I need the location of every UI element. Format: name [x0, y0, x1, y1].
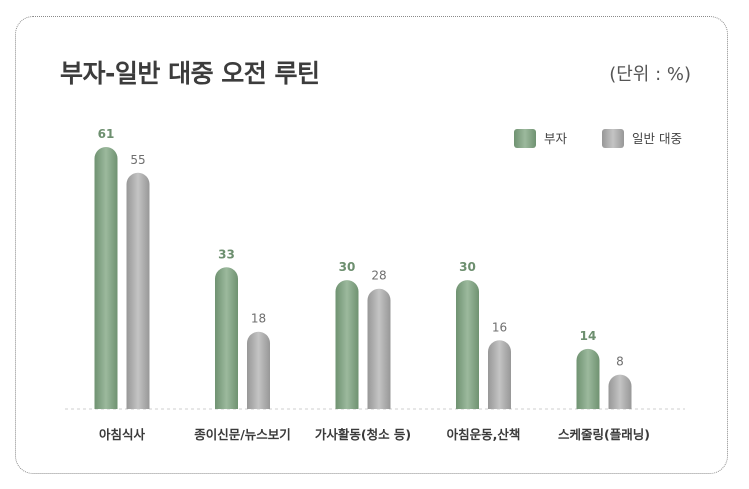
- category-label: 아침식사: [99, 427, 146, 442]
- unit-label: (단위 : %): [609, 64, 691, 85]
- value-label-rich-4: 14: [580, 329, 597, 343]
- bar-rich-2: [335, 280, 359, 409]
- legend-swatch-rich: [514, 129, 536, 148]
- bar-rich-1: [215, 267, 238, 409]
- value-label-rich-1: 33: [218, 247, 235, 261]
- legend-label-general: 일반 대중: [632, 131, 682, 146]
- value-label-rich-3: 30: [459, 260, 476, 274]
- category-label: 아침운동,산책: [447, 427, 521, 442]
- bar-general-3: [488, 340, 511, 409]
- category-label: 스케줄링(플래닝): [558, 427, 650, 442]
- value-label-general-1: 18: [251, 312, 266, 326]
- value-label-rich-0: 61: [98, 127, 115, 141]
- legend-label-rich: 부자: [544, 131, 568, 146]
- category-label: 종이신문/뉴스보기: [194, 427, 291, 442]
- bar-general-0: [126, 172, 150, 409]
- bar-general-4: [608, 374, 632, 409]
- legend-swatch-general: [602, 129, 624, 148]
- bar-rich-4: [576, 348, 600, 409]
- bar-general-1: [247, 331, 270, 409]
- value-label-general-0: 55: [130, 153, 145, 167]
- value-label-general-4: 8: [616, 355, 624, 369]
- chart-frame: [15, 16, 728, 474]
- chart-title: 부자-일반 대중 오전 루틴: [60, 59, 320, 88]
- value-label-rich-2: 30: [339, 260, 356, 274]
- category-label: 가사활동(청소 등): [315, 427, 411, 442]
- bar-rich-0: [94, 147, 118, 409]
- bar-rich-3: [456, 280, 479, 409]
- value-label-general-2: 28: [371, 269, 386, 283]
- value-label-general-3: 16: [492, 320, 507, 334]
- bar-general-2: [367, 288, 391, 409]
